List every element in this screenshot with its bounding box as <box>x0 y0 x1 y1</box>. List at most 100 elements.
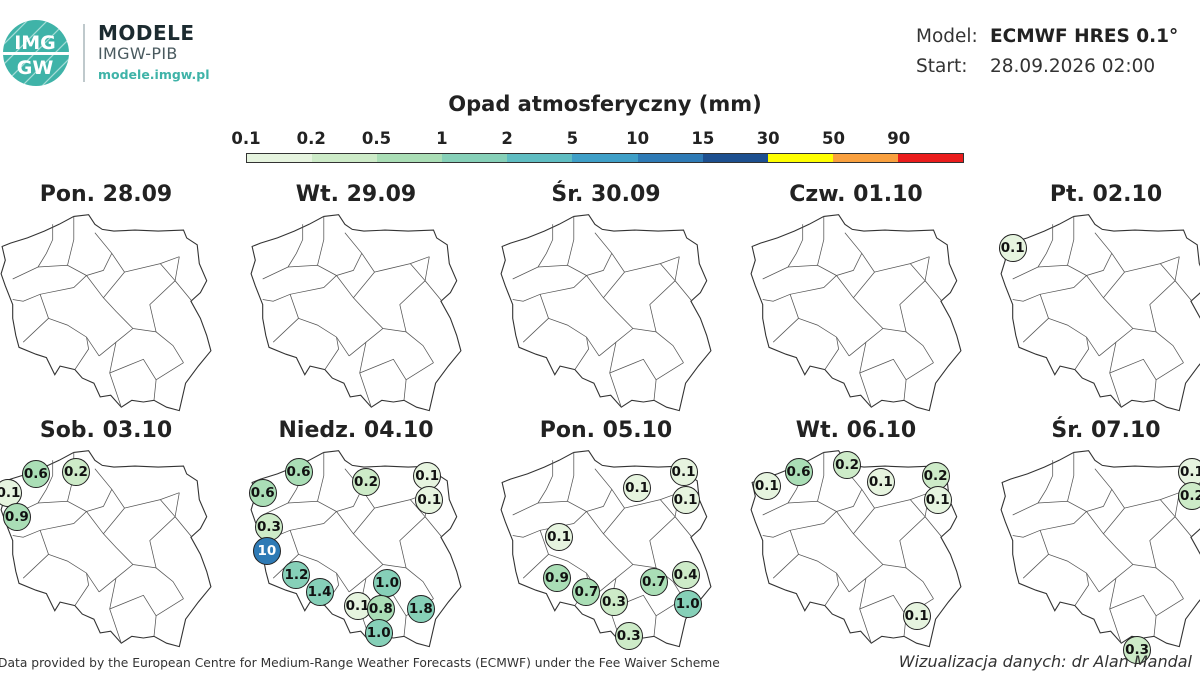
precip-value-marker: 0.2 <box>921 461 950 490</box>
region-border <box>762 500 837 516</box>
region-border <box>1067 216 1075 266</box>
region-border <box>1109 342 1122 408</box>
forecast-panel: Czw. 01.10 <box>750 182 962 414</box>
region-border <box>1109 358 1157 401</box>
region-border <box>155 598 184 617</box>
region-border <box>1155 598 1184 617</box>
region-border <box>1109 578 1122 644</box>
region-border <box>772 318 799 343</box>
forecast-panel: Śr. 07.10 0.1 0.2 0.3 <box>1000 418 1200 664</box>
legend-tick-label: 50 <box>821 129 845 148</box>
precip-value-marker: 0.3 <box>254 512 283 541</box>
brand-subtitle: IMGW-PIB <box>98 44 178 63</box>
precip-value-marker: 0.7 <box>639 567 668 596</box>
region-border <box>399 516 443 568</box>
forecast-panel: Sob. 03.10 0.6 0.2 0.1 0.9 <box>0 418 212 650</box>
region-border <box>1012 489 1113 538</box>
precip-value-marker: 0.6 <box>248 478 277 507</box>
precip-value-marker: 0.1 <box>545 523 574 552</box>
data-credit: Data provided by the European Centre for… <box>0 656 720 670</box>
region-border <box>649 280 693 332</box>
region-border <box>537 224 554 268</box>
region-border <box>37 224 54 268</box>
region-border <box>353 507 375 535</box>
precip-value-marker: 0.1 <box>415 485 444 514</box>
panel-day-label: Pon. 28.09 <box>39 182 173 207</box>
region-border <box>289 530 350 593</box>
region-border <box>859 358 907 401</box>
country-outline <box>1000 450 1200 648</box>
precip-value-marker: 0.1 <box>671 485 700 514</box>
country-outline <box>500 214 712 412</box>
precip-value-marker: 0.2 <box>1177 482 1200 511</box>
legend-color-5 <box>572 154 638 162</box>
panel-day-label: Śr. 30.09 <box>551 182 661 207</box>
precip-value-marker: 1.0 <box>673 589 702 618</box>
precip-value-marker: 0.3 <box>614 622 643 651</box>
region-border <box>22 318 49 343</box>
region-border <box>539 294 600 357</box>
precip-value-marker: 0.2 <box>833 451 862 480</box>
region-border <box>655 362 684 381</box>
region-border <box>1155 362 1184 381</box>
poland-map <box>1000 214 1200 412</box>
legend-tick-label: 90 <box>887 129 911 148</box>
poland-map <box>750 450 962 648</box>
country-outline <box>750 214 962 412</box>
legend-color-8 <box>767 154 833 162</box>
region-border <box>512 264 587 280</box>
region-border <box>109 358 157 401</box>
logo-text-top: IMG <box>14 32 56 54</box>
region-border <box>522 318 549 343</box>
region-border <box>1012 253 1113 302</box>
region-border <box>824 337 839 370</box>
region-border <box>609 358 657 401</box>
panel-day-label: Pt. 02.10 <box>1049 182 1163 207</box>
panel-day-label: Sob. 03.10 <box>39 418 173 443</box>
panel-day-label: Wt. 06.10 <box>795 418 917 443</box>
region-border <box>787 224 804 268</box>
legend-color-0 <box>247 154 313 162</box>
poland-map <box>500 214 712 412</box>
region-border <box>853 271 875 299</box>
region-border <box>649 516 693 568</box>
region-border <box>103 271 125 299</box>
country-outline <box>250 214 462 412</box>
legend-tick-label: 0.5 <box>361 129 392 148</box>
region-border <box>22 554 49 579</box>
legend-tick-label: 15 <box>691 129 715 148</box>
region-border <box>1039 530 1100 593</box>
brand-url-link[interactable]: modele.imgw.pl <box>98 67 210 82</box>
region-border <box>817 452 825 502</box>
precip-value-marker: 0.1 <box>752 471 781 500</box>
precip-value-marker: 0.1 <box>998 234 1027 263</box>
poland-map <box>0 214 212 412</box>
region-border <box>262 253 363 302</box>
region-border <box>287 224 304 268</box>
region-border <box>859 594 907 637</box>
legend-color-2 <box>377 154 443 162</box>
region-border <box>324 337 339 370</box>
region-border <box>109 594 157 637</box>
precip-value-marker: 1.4 <box>305 577 334 606</box>
region-border <box>789 530 850 593</box>
region-border <box>353 271 375 299</box>
region-border <box>762 489 863 538</box>
forecast-panel: Pt. 02.10 0.1 <box>998 182 1200 414</box>
region-border <box>1012 264 1087 280</box>
model-value: ECMWF HRES 0.1° <box>990 26 1179 47</box>
start-info: Start: 28.09.2026 02:00 <box>916 56 1155 77</box>
region-border <box>1109 594 1157 637</box>
legend-tick-label: 30 <box>756 129 780 148</box>
poland-map <box>750 214 962 412</box>
legend-tick-label: 2 <box>501 129 513 148</box>
panel-day-label: Czw. 01.10 <box>789 182 923 207</box>
region-border <box>1022 318 1049 343</box>
region-border <box>1022 554 1049 579</box>
precip-value-marker: 0.1 <box>866 468 895 497</box>
panel-day-label: Śr. 07.10 <box>1051 418 1161 443</box>
panel-day-label: Pon. 05.10 <box>539 418 673 443</box>
region-border <box>824 573 839 606</box>
region-border <box>1103 507 1125 535</box>
precip-value-marker: 1.0 <box>373 569 402 598</box>
